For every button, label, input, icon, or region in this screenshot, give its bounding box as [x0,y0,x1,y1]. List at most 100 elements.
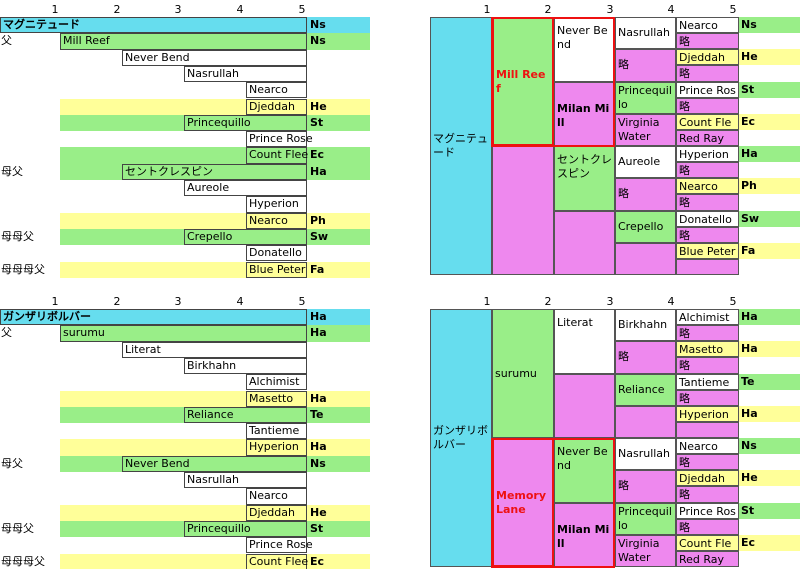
top-tree-horse[interactable] [554,210,615,275]
top-list-row[interactable]: マグニテュード Ns [0,17,370,34]
top-tree-horse[interactable]: マグニテュード [430,17,492,275]
top-tree-horse[interactable]: 略 [676,33,739,50]
bottom-list-row[interactable]: Reliance Te [0,406,370,424]
code-band [307,390,370,407]
horse-name: Princequillo [618,83,672,111]
top-list-row[interactable]: Nearco Ph [0,212,370,229]
bottom-list-row[interactable]: Princequillo 母母父 St [0,520,370,538]
top-tree-horse[interactable]: Nasrullah [615,17,676,50]
top-tree-horse[interactable]: Count Fleet [676,113,739,130]
bottom-tree-horse[interactable]: 略 [615,470,676,503]
bottom-tree-horse[interactable]: Milan Mill [554,502,615,567]
top-tree-horse[interactable]: セントクレスピン [554,146,615,211]
top-tree-horse[interactable]: Nearco [676,17,739,34]
top-tree-horse[interactable]: Never Bend [554,17,615,82]
bottom-tree-horse[interactable]: Nasrullah [615,438,676,471]
code-band [307,212,370,229]
bottom-tree-horse[interactable]: Masetto [676,341,739,358]
top-list-row[interactable]: Nasrullah [0,65,370,83]
top-tree-horse[interactable]: Donatello [676,210,739,227]
bottom-tree-horse[interactable]: Red Ray [676,550,739,567]
top-list-row[interactable]: Count Flee Ec [0,147,370,164]
bottom-list-row[interactable]: Never Bend 母父 Ns [0,455,370,472]
top-tree-horse[interactable]: 略 [676,97,739,114]
bottom-tree-horse[interactable]: Virginia Water [615,534,676,567]
top-list-row[interactable]: Blue Peter 母母母父 Fa [0,261,370,278]
top-tree-horse[interactable]: 略 [676,194,739,211]
bottom-list-row[interactable]: Hyperion Ha [0,439,370,456]
top-tree-horse[interactable]: 略 [676,162,739,179]
bottom-list-row[interactable]: Count Flee 母母母父 Ec [0,553,370,569]
bottom-tree-horse[interactable]: Nearco [676,438,739,455]
bottom-tree-horse[interactable]: 略 [676,518,739,535]
bottom-tree-horse[interactable]: Memory Lane [492,438,554,567]
bottom-tree-horse[interactable]: Never Bend [554,438,615,503]
top-tree-horse[interactable]: 略 [676,65,739,82]
top-list-row[interactable]: Nearco [0,82,370,99]
bottom-tree-horse[interactable]: 略 [676,486,739,503]
bottom-tree-horse[interactable]: Literat [554,309,615,374]
top-tree-horse[interactable]: Prince Rose [676,81,739,98]
top-list-row[interactable]: Hyperion [0,196,370,213]
top-tree-horse[interactable]: Nearco [676,178,739,195]
bottom-tree-horse[interactable]: Princequillo [615,502,676,535]
top-list-row[interactable]: Princequillo St [0,114,370,132]
bottom-tree-horse[interactable]: Djeddah [676,470,739,487]
bottom-list-row[interactable]: Birkhahn [0,357,370,375]
top-list-row[interactable]: Mill Reef 父 Ns [0,33,370,50]
bottom-tree-horse[interactable]: Birkhahn [615,309,676,342]
top-list-row[interactable]: Djeddah He [0,98,370,115]
top-list-row[interactable]: Aureole [0,180,370,197]
top-tree-horse[interactable] [492,146,554,275]
top-tree-horse[interactable]: Blue Peter [676,242,739,259]
bottom-list-row[interactable]: Nearco [0,488,370,505]
bottom-list-row[interactable]: Nasrullah [0,472,370,489]
family-code: Ec [739,113,800,130]
bottom-tree-horse[interactable] [615,405,676,438]
top-tree-horse[interactable]: 略 [615,49,676,82]
bottom-tree-horse[interactable]: surumu [492,309,554,438]
bottom-list-row[interactable]: Prince Rose [0,537,370,554]
top-list-row[interactable]: セントクレスピン 母父 Ha [0,163,370,180]
top-tree-horse[interactable]: Milan Mill [554,81,615,146]
bottom-tree-horse[interactable]: Tantieme [676,373,739,390]
bottom-list-row[interactable]: surumu 父 Ha [0,325,370,342]
bottom-list-row[interactable]: Alchimist [0,374,370,391]
top-tree-horse[interactable] [615,242,676,275]
bottom-list-row[interactable]: Tantieme [0,423,370,440]
bottom-list-row[interactable]: Djeddah He [0,504,370,521]
bottom-tree-horse[interactable]: Count Fleet [676,534,739,551]
top-tree-horse[interactable]: 略 [676,226,739,243]
bottom-tree-horse[interactable] [676,421,739,438]
top-tree-horse[interactable]: Aureole [615,146,676,179]
top-tree-horse[interactable]: Princequillo [615,81,676,114]
bottom-tree-horse[interactable]: Prince Rose [676,502,739,519]
bottom-tree-horse[interactable]: 略 [676,325,739,342]
top-tree-horse[interactable] [676,258,739,275]
bottom-list-row[interactable]: Literat [0,341,370,358]
top-list-row[interactable]: Donatello [0,245,370,262]
bottom-tree-horse[interactable]: 略 [676,389,739,406]
horse-name: Never Bend [122,455,307,472]
family-code: Ha [739,405,800,422]
top-tree-horse[interactable]: Mill Reef [492,17,554,146]
top-tree-horse[interactable]: Djeddah [676,49,739,66]
bottom-tree-horse[interactable] [554,373,615,438]
top-tree-horse[interactable]: Red Ray [676,129,739,146]
bottom-tree-horse[interactable]: 略 [676,454,739,471]
top-list-row[interactable]: Prince Rose [0,131,370,148]
top-tree-horse[interactable]: 略 [615,178,676,211]
bottom-tree-horse[interactable]: Hyperion [676,405,739,422]
top-tree-horse[interactable]: Virginia Water [615,113,676,146]
bottom-tree-horse[interactable]: 略 [676,357,739,374]
bottom-list-row[interactable]: Masetto Ha [0,390,370,407]
bottom-tree-horse[interactable]: 略 [615,341,676,374]
top-tree-horse[interactable]: Hyperion [676,146,739,163]
top-list-row[interactable]: Never Bend [0,49,370,66]
bottom-tree-horse[interactable]: Reliance [615,373,676,406]
top-tree-horse[interactable]: Crepello [615,210,676,243]
bottom-tree-horse[interactable]: ガンザリボルバー [430,309,492,567]
top-list-row[interactable]: Crepello 母母父 Sw [0,228,370,246]
bottom-tree-horse[interactable]: Alchimist [676,309,739,326]
bottom-list-row[interactable]: ガンザリボルバー Ha [0,309,370,326]
